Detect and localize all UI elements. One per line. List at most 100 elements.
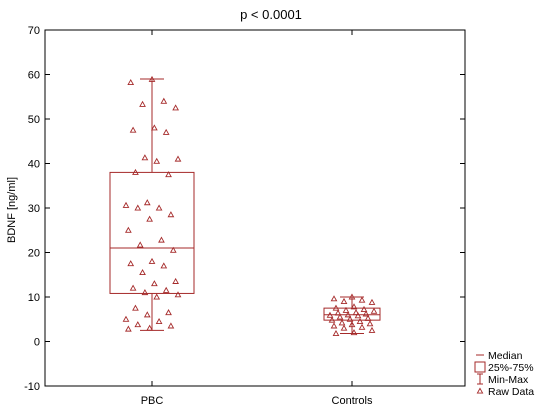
raw-data-point	[122, 315, 130, 322]
raw-data-point	[150, 124, 158, 131]
box-controls	[323, 293, 381, 337]
raw-data-point	[360, 305, 368, 312]
raw-data-point	[352, 309, 360, 316]
raw-data-point	[153, 157, 161, 164]
raw-data-point	[174, 291, 182, 298]
raw-data-point	[344, 311, 352, 318]
raw-data-point	[336, 313, 344, 320]
raw-data-point	[148, 257, 156, 264]
y-tick-label: 10	[28, 292, 40, 304]
raw-data-point	[134, 321, 142, 328]
raw-data-point	[334, 309, 342, 316]
y-tick-label: 0	[34, 337, 40, 349]
raw-data-point	[155, 317, 163, 325]
y-tick-label: 50	[28, 114, 40, 126]
raw-data-point	[356, 317, 364, 325]
raw-data-point	[153, 293, 161, 300]
raw-data-point	[136, 241, 144, 248]
y-tick-label: -10	[24, 381, 40, 393]
raw-data-point	[338, 319, 346, 326]
raw-data-point	[129, 284, 137, 291]
raw-data-point	[132, 168, 139, 175]
legend-item-triangle: Raw Data	[476, 386, 534, 398]
raw-data-point	[330, 322, 338, 329]
raw-data-point	[328, 316, 336, 323]
raw-data-point	[332, 329, 340, 337]
raw-data-point	[127, 260, 135, 267]
raw-data-point	[148, 75, 156, 82]
raw-data-point	[340, 297, 348, 304]
legend-label: Min-Max	[488, 374, 529, 386]
raw-data-point	[368, 298, 376, 305]
raw-data-point	[358, 323, 366, 330]
raw-data-point	[155, 204, 163, 211]
raw-data-point	[141, 289, 149, 296]
raw-data-point	[348, 293, 356, 300]
raw-data-point	[364, 314, 372, 321]
legend-label: Raw Data	[488, 386, 534, 398]
raw-data-point	[169, 246, 177, 253]
y-axis: -10 0 10 20 30 40 50 60 70	[24, 25, 465, 393]
raw-data-point	[129, 126, 137, 133]
raw-data-point	[368, 326, 376, 333]
raw-data-point	[134, 204, 142, 211]
raw-data-point	[146, 215, 154, 222]
legend-item-box: 25%-75%	[474, 361, 534, 374]
iqr-box	[109, 171, 195, 294]
raw-data-point	[124, 226, 132, 233]
raw-data-point	[146, 324, 154, 331]
raw-data-point	[340, 324, 348, 331]
raw-data-point	[162, 286, 170, 293]
raw-data-point	[330, 295, 338, 302]
raw-data-point	[172, 277, 180, 284]
raw-data-point	[362, 310, 370, 317]
raw-data-point	[165, 309, 172, 316]
raw-data-point	[150, 280, 158, 287]
raw-data-point	[143, 199, 151, 206]
boxes-layer	[109, 75, 381, 337]
raw-data-point	[122, 201, 130, 208]
raw-data-point	[141, 154, 149, 161]
raw-data-point	[348, 321, 356, 328]
raw-data-point	[132, 304, 139, 311]
y-tick-label: 60	[28, 70, 40, 82]
raw-data-point	[167, 322, 175, 329]
raw-data-point	[167, 211, 175, 218]
raw-data-point	[172, 104, 180, 111]
raw-data-point	[332, 304, 340, 311]
raw-data-point	[350, 329, 358, 336]
raw-data-point	[139, 100, 146, 107]
x-axis: PBC Controls	[141, 30, 373, 407]
raw-data-point	[124, 325, 132, 332]
y-axis-label: BDNF [ng/ml]	[6, 177, 18, 243]
legend-item-whisker: Min-Max	[477, 373, 529, 386]
y-tick-label: 20	[28, 248, 40, 260]
raw-data-point	[160, 97, 168, 104]
box-pbc	[109, 75, 195, 332]
raw-data-point	[165, 171, 172, 178]
legend-item-median: Median	[476, 350, 523, 362]
raw-data-point	[342, 306, 350, 313]
raw-data-point	[366, 320, 374, 327]
raw-data-point	[160, 262, 168, 269]
x-tick-label: PBC	[141, 395, 164, 407]
legend-label: 25%-75%	[488, 362, 534, 374]
x-tick-label: Controls	[332, 395, 373, 407]
raw-data-point	[350, 303, 358, 310]
raw-data-point	[326, 311, 334, 318]
raw-data-point	[358, 296, 366, 303]
raw-data-point	[162, 128, 170, 135]
raw-data-point	[158, 236, 165, 243]
raw-data-point	[354, 312, 362, 319]
legend-triangle-swatch	[476, 387, 484, 394]
raw-data-point	[127, 78, 135, 86]
raw-data-point	[143, 311, 151, 318]
y-tick-label: 70	[28, 25, 40, 37]
chart-title: p < 0.0001	[240, 7, 302, 22]
legend-box-swatch	[474, 361, 486, 373]
legend-label: Median	[488, 350, 523, 362]
raw-data-point	[174, 155, 182, 162]
raw-data-point	[370, 307, 378, 314]
